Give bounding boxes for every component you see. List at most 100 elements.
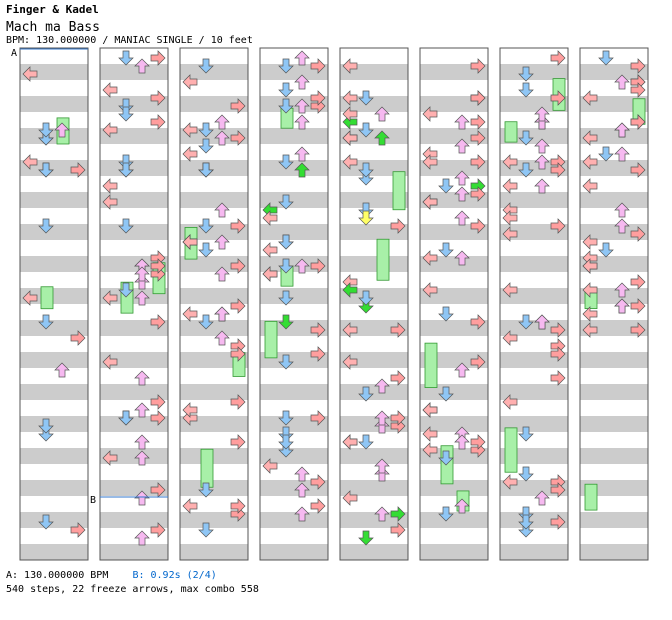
- measure-band: [580, 448, 648, 464]
- measure-band: [420, 544, 488, 560]
- step-arrow: [390, 370, 406, 386]
- measure-band: [180, 288, 248, 304]
- step-arrow: [294, 482, 310, 498]
- step-arrow: [470, 434, 486, 450]
- freeze-arrow: [584, 483, 598, 511]
- freeze-arrow: [504, 427, 518, 473]
- step-arrow: [502, 178, 518, 194]
- step-arrow: [582, 282, 598, 298]
- step-arrow: [438, 506, 454, 522]
- step-arrow: [102, 122, 118, 138]
- freeze-arrow: [200, 448, 214, 488]
- step-arrow: [38, 162, 54, 178]
- step-arrow: [102, 290, 118, 306]
- step-arrow: [550, 322, 566, 338]
- step-arrow: [294, 506, 310, 522]
- step-arrow: [454, 434, 470, 450]
- step-arrow: [214, 130, 230, 146]
- step-arrow: [230, 258, 246, 274]
- step-arrow: [278, 58, 294, 74]
- step-arrow: [118, 106, 134, 122]
- step-arrow: [518, 506, 534, 522]
- step-arrow: [198, 122, 214, 138]
- step-arrow: [134, 450, 150, 466]
- step-arrow: [294, 146, 310, 162]
- measure-band: [20, 480, 88, 496]
- step-arrow: [550, 50, 566, 66]
- step-arrow: [630, 114, 646, 130]
- step-arrow: [294, 466, 310, 482]
- step-arrow: [278, 98, 294, 114]
- step-arrow: [630, 226, 646, 242]
- step-arrow: [134, 266, 150, 282]
- measure-band: [100, 160, 168, 176]
- step-arrow: [582, 306, 598, 322]
- step-arrow: [118, 50, 134, 66]
- step-arrow: [390, 322, 406, 338]
- step-arrow: [38, 314, 54, 330]
- step-arrow: [38, 514, 54, 530]
- freeze-arrow: [504, 121, 518, 143]
- step-arrow: [502, 282, 518, 298]
- step-arrow: [182, 146, 198, 162]
- step-arrow: [118, 410, 134, 426]
- song-artist: Finger & Kadel: [6, 3, 99, 16]
- measure-band: [260, 384, 328, 400]
- step-arrow: [422, 250, 438, 266]
- column-frame: [579, 47, 649, 561]
- freeze-arrow: [40, 286, 54, 310]
- measure-band: [20, 416, 88, 432]
- step-arrow: [70, 522, 86, 538]
- step-arrow: [534, 178, 550, 194]
- measure-band: [180, 160, 248, 176]
- column-frame: [499, 47, 569, 561]
- chart-column: [499, 47, 569, 561]
- step-arrow: [630, 322, 646, 338]
- measure-band: [20, 128, 88, 144]
- step-arrow: [182, 74, 198, 90]
- step-arrow: [374, 418, 390, 434]
- step-arrow: [518, 130, 534, 146]
- measure-band: [100, 64, 168, 80]
- freeze-arrow: [376, 238, 390, 281]
- measure-band: [20, 320, 88, 336]
- measure-band: [20, 544, 88, 560]
- step-arrow: [262, 210, 278, 226]
- step-arrow: [70, 162, 86, 178]
- step-arrow: [70, 330, 86, 346]
- step-arrow: [198, 314, 214, 330]
- step-arrow: [358, 122, 374, 138]
- measure-band: [500, 192, 568, 208]
- step-arrow: [198, 162, 214, 178]
- step-arrow: [38, 122, 54, 138]
- measure-band: [260, 160, 328, 176]
- step-arrow: [374, 106, 390, 122]
- step-arrow: [38, 218, 54, 234]
- stop-marker-b: B: [90, 495, 97, 506]
- measure-band: [420, 480, 488, 496]
- measure-band: [340, 384, 408, 400]
- step-arrow: [502, 394, 518, 410]
- step-arrow: [358, 434, 374, 450]
- step-arrow: [358, 290, 374, 306]
- step-arrow: [422, 442, 438, 458]
- measure-band: [580, 512, 648, 528]
- measure-band: [260, 512, 328, 528]
- step-arrow: [214, 266, 230, 282]
- step-arrow: [310, 474, 326, 490]
- measure-band: [580, 416, 648, 432]
- step-arrow: [150, 482, 166, 498]
- measure-band: [260, 192, 328, 208]
- step-arrow: [374, 130, 390, 146]
- step-arrow: [454, 170, 470, 186]
- step-arrow: [422, 282, 438, 298]
- step-arrow: [534, 106, 550, 122]
- step-arrow: [294, 162, 310, 178]
- step-arrow: [118, 218, 134, 234]
- step-arrow: [342, 106, 358, 122]
- step-arrow: [198, 138, 214, 154]
- step-arrow: [374, 506, 390, 522]
- step-arrow: [230, 394, 246, 410]
- step-arrow: [214, 114, 230, 130]
- step-arrow: [502, 210, 518, 226]
